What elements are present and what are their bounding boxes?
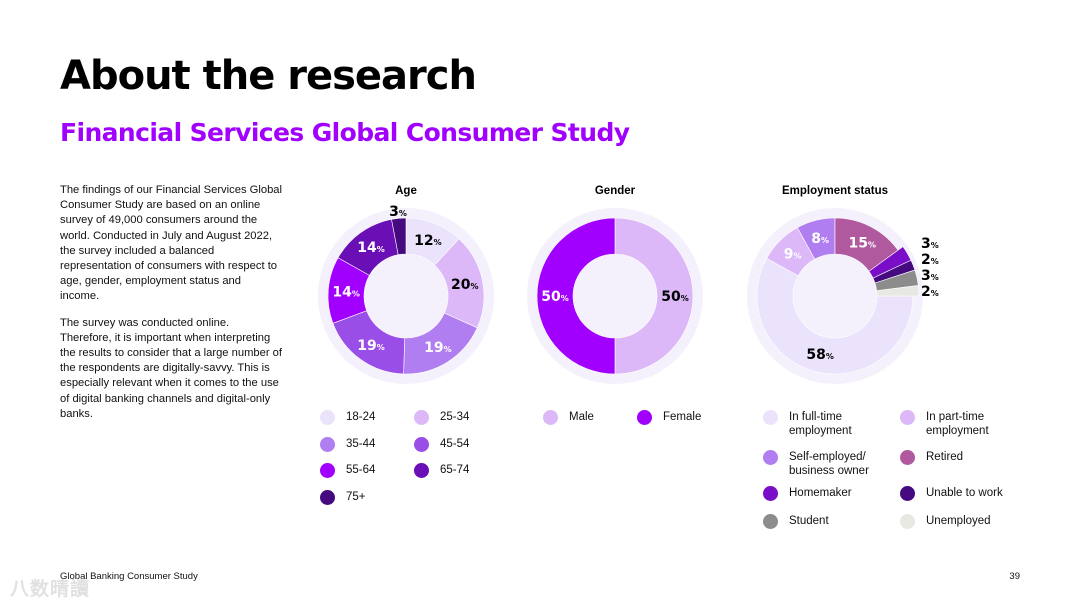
legend-swatch — [320, 437, 335, 452]
legend-swatch — [320, 463, 335, 478]
donut-label-45-54: 19% — [357, 338, 385, 354]
intro-text: The findings of our Financial Services G… — [60, 183, 282, 433]
legend-swatch — [900, 486, 915, 501]
legend-item-gender-female: Female — [637, 410, 701, 425]
donut-label-75: 3% — [389, 204, 407, 220]
donut-label-unable-to-work: 2% — [921, 252, 939, 268]
legend-item-age-45-54: 45-54 — [414, 437, 469, 452]
legend-label: Retired — [926, 451, 964, 463]
legend-item-homemaker: Homemaker — [763, 486, 893, 501]
legend-item-unemployed: Unemployed — [900, 514, 1030, 529]
intro-paragraph-2: The survey was conducted online. Therefo… — [60, 316, 283, 420]
legend-item-age-25-34: 25-34 — [414, 410, 469, 425]
legend-item-student: Student — [763, 514, 893, 529]
donut-label-65-74: 14% — [357, 240, 385, 256]
watermark: 八数晴讀 — [10, 578, 91, 600]
legend-swatch — [900, 514, 915, 529]
donut-label-student: 3% — [921, 268, 939, 284]
legend-item-retired: Retired — [900, 450, 1020, 465]
donut-label-55-64: 14% — [332, 284, 360, 300]
employment-donut-chart: 58%9%8% 15% 3%2%3%2% — [747, 208, 939, 384]
donut-label-female: 50% — [541, 289, 569, 305]
gender-donut-chart: 50% 50% — [527, 208, 703, 384]
employment-chart-title: Employment status — [781, 185, 889, 197]
legend-swatch — [414, 463, 429, 478]
legend-item-part-time: In part-time employment — [900, 410, 1020, 438]
legend-swatch — [763, 486, 778, 501]
legend-label: Female — [663, 411, 702, 423]
legend-item-age-55-64: 55-64 — [320, 463, 375, 478]
donut-label-25-34: 20% — [451, 277, 479, 293]
intro-paragraph-1: The findings of our Financial Services G… — [60, 184, 282, 303]
legend-swatch — [637, 410, 652, 425]
legend-label: 35-44 — [346, 438, 376, 450]
donut-label-unemployed: 2% — [921, 284, 939, 300]
legend-item-age-75-plus: 75+ — [320, 490, 366, 505]
legend-swatch — [320, 410, 335, 425]
legend-label: Self-employed/ business owner — [789, 451, 869, 477]
page-number: 39 — [1009, 571, 1020, 582]
donut-slice-female — [536, 217, 616, 375]
gender-chart-title: Gender — [594, 185, 636, 197]
age-chart-title: Age — [395, 185, 417, 197]
donut-label-35-44: 19% — [424, 340, 452, 356]
legend-swatch — [414, 410, 429, 425]
footer-text: Global Banking Consumer Study — [60, 571, 198, 582]
donut-slice-in-full-time-employment — [756, 258, 914, 375]
legend-label: Homemaker — [789, 487, 852, 499]
legend-item-unable-to-work: Unable to work — [900, 486, 1030, 501]
donut-label-homemaker: 3% — [921, 236, 939, 252]
legend-item-age-18-24: 18-24 — [320, 410, 375, 425]
donut-slice-unemployed — [876, 285, 920, 297]
donut-slice-male — [614, 217, 694, 375]
legend-label: 55-64 — [346, 464, 376, 476]
legend-swatch — [543, 410, 558, 425]
donut-label-18-24: 12% — [414, 233, 442, 249]
legend-label: In full-time employment — [789, 411, 852, 437]
age-donut-chart: 12% 20% 19% 19% 14% 14% 3% — [318, 204, 494, 384]
legend-item-age-35-44: 35-44 — [320, 437, 375, 452]
legend-swatch — [320, 490, 335, 505]
legend-swatch — [900, 450, 915, 465]
legend-label: In part-time employment — [926, 411, 989, 437]
legend-item-age-65-74: 65-74 — [414, 463, 469, 478]
legend-label: 65-74 — [440, 464, 470, 476]
legend-swatch — [763, 514, 778, 529]
donut-slice-75 — [391, 217, 407, 256]
legend-item-self-employed: Self-employed/ business owner — [763, 450, 893, 478]
legend-label: Male — [569, 411, 594, 423]
legend-label: Unemployed — [926, 515, 991, 527]
page-subtitle: Financial Services Global Consumer Study — [60, 118, 630, 147]
legend-swatch — [414, 437, 429, 452]
legend-swatch — [763, 410, 778, 425]
donut-label-in-part-time-employment: 9% — [784, 247, 802, 263]
legend-item-gender-male: Male — [543, 410, 594, 425]
donut-label-male: 50% — [661, 289, 689, 305]
donut-label-retired: 15% — [848, 236, 876, 252]
legend-item-full-time: In full-time employment — [763, 410, 883, 438]
page-title: About the research — [60, 53, 477, 99]
legend-label: 18-24 — [346, 411, 376, 423]
legend-label: 45-54 — [440, 438, 470, 450]
donut-label-in-full-time-employment: 58% — [806, 347, 834, 363]
legend-label: Unable to work — [926, 487, 1003, 499]
legend-swatch — [900, 410, 915, 425]
legend-swatch — [763, 450, 778, 465]
legend-label: 25-34 — [440, 411, 470, 423]
legend-label: 75+ — [346, 491, 366, 503]
legend-label: Student — [789, 515, 829, 527]
donut-label-self-employed-business-owner: 8% — [811, 231, 829, 247]
